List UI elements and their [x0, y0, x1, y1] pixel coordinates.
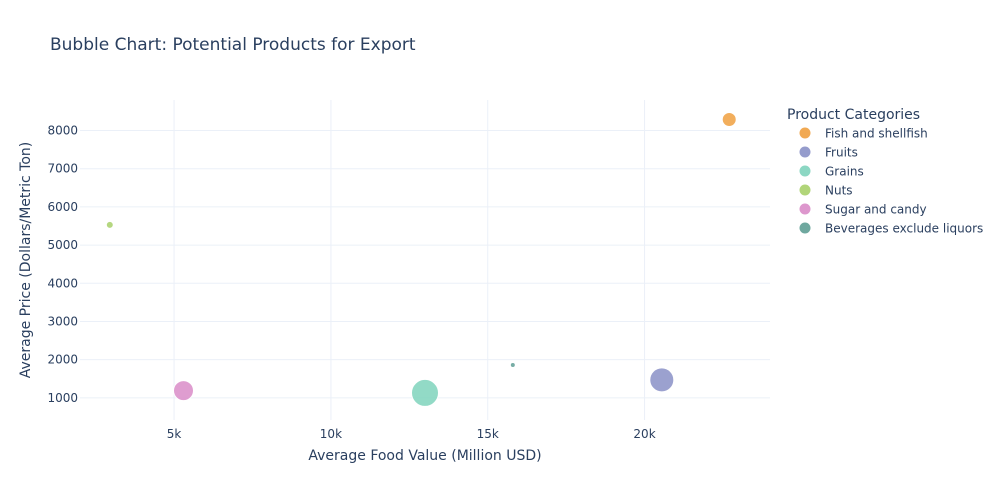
bubble-nuts[interactable]: [105, 220, 114, 229]
legend-marker: [799, 203, 811, 215]
legend-item[interactable]: Nuts: [799, 184, 853, 198]
y-axis-title: Average Price (Dollars/Metric Ton): [18, 142, 34, 379]
legend-label: Fish and shellfish: [825, 127, 928, 141]
legend-marker: [799, 165, 811, 177]
bubble-fruits[interactable]: [649, 367, 675, 393]
x-axis-title: Average Food Value (Million USD): [308, 448, 541, 464]
legend-item[interactable]: Beverages exclude liquors: [799, 222, 984, 236]
legend-marker: [799, 222, 811, 234]
legend-title: Product Categories: [787, 107, 920, 123]
bubble-fish-and-shellfish[interactable]: [721, 111, 737, 127]
y-tick-label: 4000: [47, 276, 78, 290]
legend-item[interactable]: Sugar and candy: [799, 203, 927, 217]
legend-label: Fruits: [825, 146, 858, 160]
y-tick-label: 1000: [47, 391, 78, 405]
legend-marker: [799, 127, 811, 139]
y-axis-ticks: 1000 2000 3000 4000 5000 6000 7000 8000: [47, 124, 78, 405]
bubble-points: [105, 111, 737, 407]
y-tick-label: 7000: [47, 162, 78, 176]
legend-item[interactable]: Grains: [799, 165, 864, 179]
x-tick-label: 10k: [320, 427, 342, 441]
x-tick-label: 20k: [633, 427, 655, 441]
x-tick-label: 15k: [477, 427, 499, 441]
legend-items: Fish and shellfish Fruits Grains Nuts Sugar …: [799, 127, 984, 236]
y-tick-label: 5000: [47, 238, 78, 252]
legend: Product Categories Fish and shellfish Fru…: [787, 107, 983, 236]
x-axis-ticks: 5k 10k 15k 20k: [167, 427, 656, 441]
legend-label: Sugar and candy: [825, 203, 927, 217]
legend-label: Grains: [825, 165, 864, 179]
y-tick-label: 2000: [47, 353, 78, 367]
bubble-sugar-and-candy[interactable]: [173, 380, 194, 402]
chart-title: Bubble Chart: Potential Products for Exp…: [50, 35, 416, 55]
y-tick-label: 3000: [47, 314, 78, 328]
y-tick-label: 6000: [47, 200, 78, 214]
bubble-grains[interactable]: [411, 378, 439, 407]
y-tick-label: 8000: [47, 124, 78, 138]
x-tick-label: 5k: [167, 427, 182, 441]
legend-item[interactable]: Fish and shellfish: [799, 127, 928, 141]
legend-label: Beverages exclude liquors: [825, 222, 983, 236]
legend-marker: [799, 146, 811, 158]
legend-item[interactable]: Fruits: [799, 146, 858, 160]
bubble-beverages-exclude-liquors[interactable]: [509, 362, 516, 369]
legend-label: Nuts: [825, 184, 853, 198]
legend-marker: [799, 184, 811, 196]
